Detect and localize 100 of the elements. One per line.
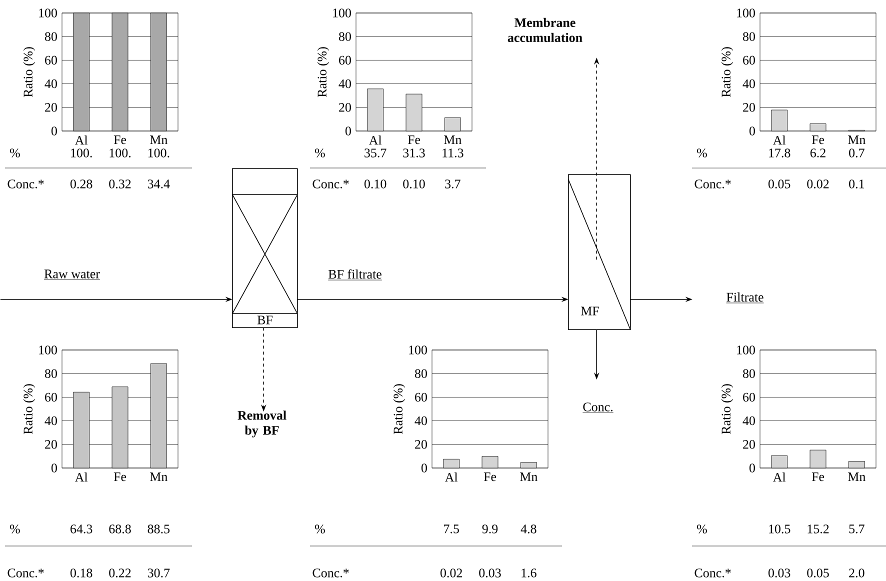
data-label: 7.5: [444, 524, 459, 534]
x-tick-label: Fe: [408, 136, 420, 144]
y-tick-label: 20: [743, 440, 755, 449]
x-tick-label: Al: [74, 472, 88, 482]
text: 0.02: [440, 568, 462, 578]
text: BF filtrate: [328, 269, 382, 279]
x-tick-label: Fe: [484, 472, 496, 482]
y-tick-label: 80: [414, 369, 427, 378]
y-tick-label: 0: [51, 464, 57, 472]
y-tick-label: 20: [339, 103, 351, 112]
text: 0.03: [479, 568, 501, 578]
text: BF: [257, 316, 272, 324]
y-tick-label: 0: [749, 464, 755, 472]
data-label: 9.9: [482, 524, 498, 534]
data-label: 11.3: [442, 148, 464, 158]
data-label: 10.5: [769, 524, 790, 534]
y-tick-label: 100: [409, 346, 427, 354]
y-tick-label: 100: [39, 346, 57, 354]
x-tick-label: Al: [772, 136, 786, 145]
text: 0.32: [109, 180, 131, 188]
text: %: [314, 148, 325, 158]
text: %: [10, 524, 20, 534]
text: 1.6: [522, 568, 536, 578]
data-label: 35.7: [364, 148, 386, 158]
y-tick-label: 60: [743, 56, 755, 65]
y-axis-title: Ratio (%): [721, 384, 734, 434]
x-tick-label: Mn: [848, 472, 866, 482]
data-label: 6.2: [810, 148, 826, 158]
data-label: 68.8: [109, 524, 131, 534]
y-axis-title: Ratio (%): [317, 47, 330, 98]
y-tick-label: 0: [345, 126, 351, 136]
y-tick-label: 60: [45, 56, 57, 65]
text: 0.02: [807, 180, 829, 188]
y-tick-label: 100: [737, 346, 755, 354]
y-tick-label: 40: [414, 416, 427, 426]
y-tick-label: 100: [333, 8, 351, 18]
y-tick-label: 40: [742, 416, 755, 426]
text: Conc.: [583, 402, 613, 412]
text: Conc.*: [694, 180, 731, 188]
x-tick-label: Fe: [114, 472, 126, 482]
data-label: 15.2: [808, 524, 829, 534]
data-label: 100.: [148, 148, 170, 158]
y-tick-label: 80: [742, 369, 755, 378]
data-label: 88.5: [148, 524, 170, 534]
data-label: 31.3: [403, 148, 425, 158]
x-tick-label: Al: [444, 472, 458, 482]
y-tick-label: 60: [415, 392, 427, 402]
y-tick-label: 60: [339, 56, 351, 65]
x-tick-label: Mn: [444, 136, 462, 144]
y-tick-label: 80: [338, 32, 351, 41]
x-tick-label: Mn: [150, 472, 168, 482]
y-tick-label: 40: [44, 416, 57, 426]
text: Conc.*: [694, 568, 731, 578]
y-tick-label: 20: [45, 103, 57, 112]
data-label: 5.7: [849, 524, 864, 534]
text: Raw water: [44, 270, 100, 278]
text: 0.1: [849, 180, 864, 188]
text: 0.28: [70, 180, 92, 188]
text: 30.7: [148, 568, 170, 578]
y-tick-label: 0: [51, 126, 57, 136]
data-label: 17.8: [769, 148, 790, 158]
data-label: 0.7: [849, 148, 864, 158]
data-label: 100.: [110, 148, 131, 158]
x-tick-label: Mn: [520, 472, 538, 482]
text: 2.0: [849, 568, 864, 578]
text: 3.7: [445, 180, 460, 188]
text: %: [314, 524, 325, 534]
text: MF: [580, 306, 599, 316]
x-tick-label: Al: [368, 136, 382, 145]
text: 0.10: [403, 180, 425, 188]
text: 0.03: [768, 568, 790, 578]
x-tick-label: Fe: [114, 136, 126, 144]
x-tick-label: Mn: [150, 136, 168, 144]
text: Membrane accumulation: [508, 18, 582, 42]
text: Conc.*: [8, 568, 44, 578]
y-tick-label: 100: [737, 8, 755, 18]
text: 0.05: [807, 568, 829, 578]
y-tick-label: 80: [742, 32, 755, 41]
x-tick-label: Al: [74, 136, 88, 145]
y-tick-label: 20: [415, 440, 427, 449]
text: %: [696, 148, 707, 158]
y-axis-title: Ratio (%): [23, 47, 36, 98]
y-tick-label: 80: [44, 369, 57, 378]
text: %: [10, 148, 20, 158]
y-axis-title: Ratio (%): [721, 47, 734, 98]
y-tick-label: 20: [45, 440, 57, 449]
y-tick-label: 60: [743, 392, 755, 402]
x-tick-label: Al: [772, 472, 786, 482]
text: Conc.*: [312, 568, 349, 578]
y-tick-label: 0: [749, 126, 755, 136]
text: 0.05: [768, 180, 790, 188]
y-tick-label: 100: [39, 8, 57, 18]
data-label: 100.: [71, 148, 92, 158]
y-tick-label: 20: [743, 103, 755, 112]
text: Removal by BF: [238, 410, 286, 438]
y-tick-label: 0: [421, 464, 427, 472]
y-tick-label: 60: [45, 392, 57, 402]
text: 0.10: [364, 180, 386, 188]
x-tick-label: Fe: [812, 136, 824, 144]
text: Conc.*: [8, 180, 44, 188]
